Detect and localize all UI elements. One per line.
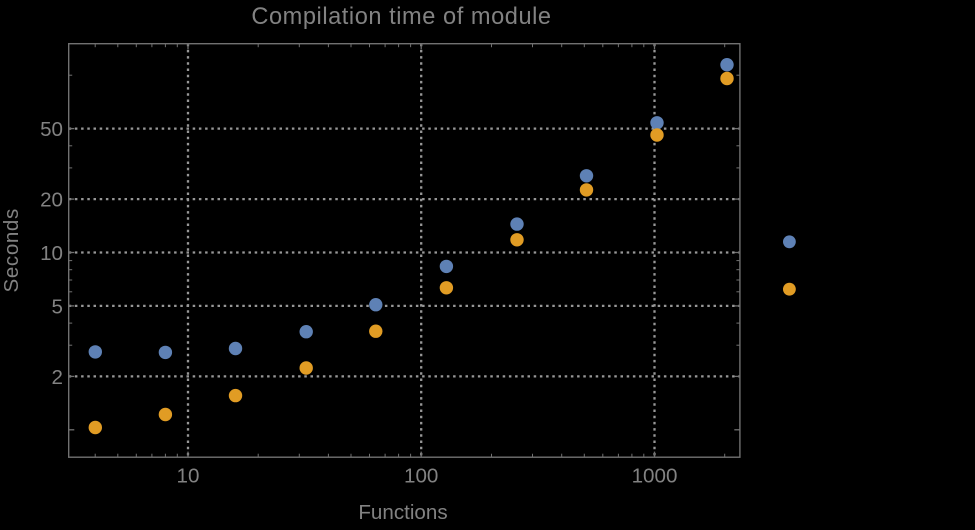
svg-text:1000: 1000 [632, 465, 678, 488]
svg-text:5: 5 [52, 295, 63, 318]
svg-text:Compilation time of module: Compilation time of module [251, 4, 551, 30]
svg-text:10: 10 [40, 242, 63, 265]
svg-text:10: 10 [177, 465, 200, 488]
svg-text:100: 100 [404, 465, 438, 488]
svg-text:Functions: Functions [358, 501, 447, 524]
svg-text:50: 50 [40, 118, 63, 141]
svg-text:Seconds: Seconds [0, 208, 23, 292]
svg-text:2: 2 [52, 366, 63, 389]
svg-text:20: 20 [40, 189, 63, 212]
